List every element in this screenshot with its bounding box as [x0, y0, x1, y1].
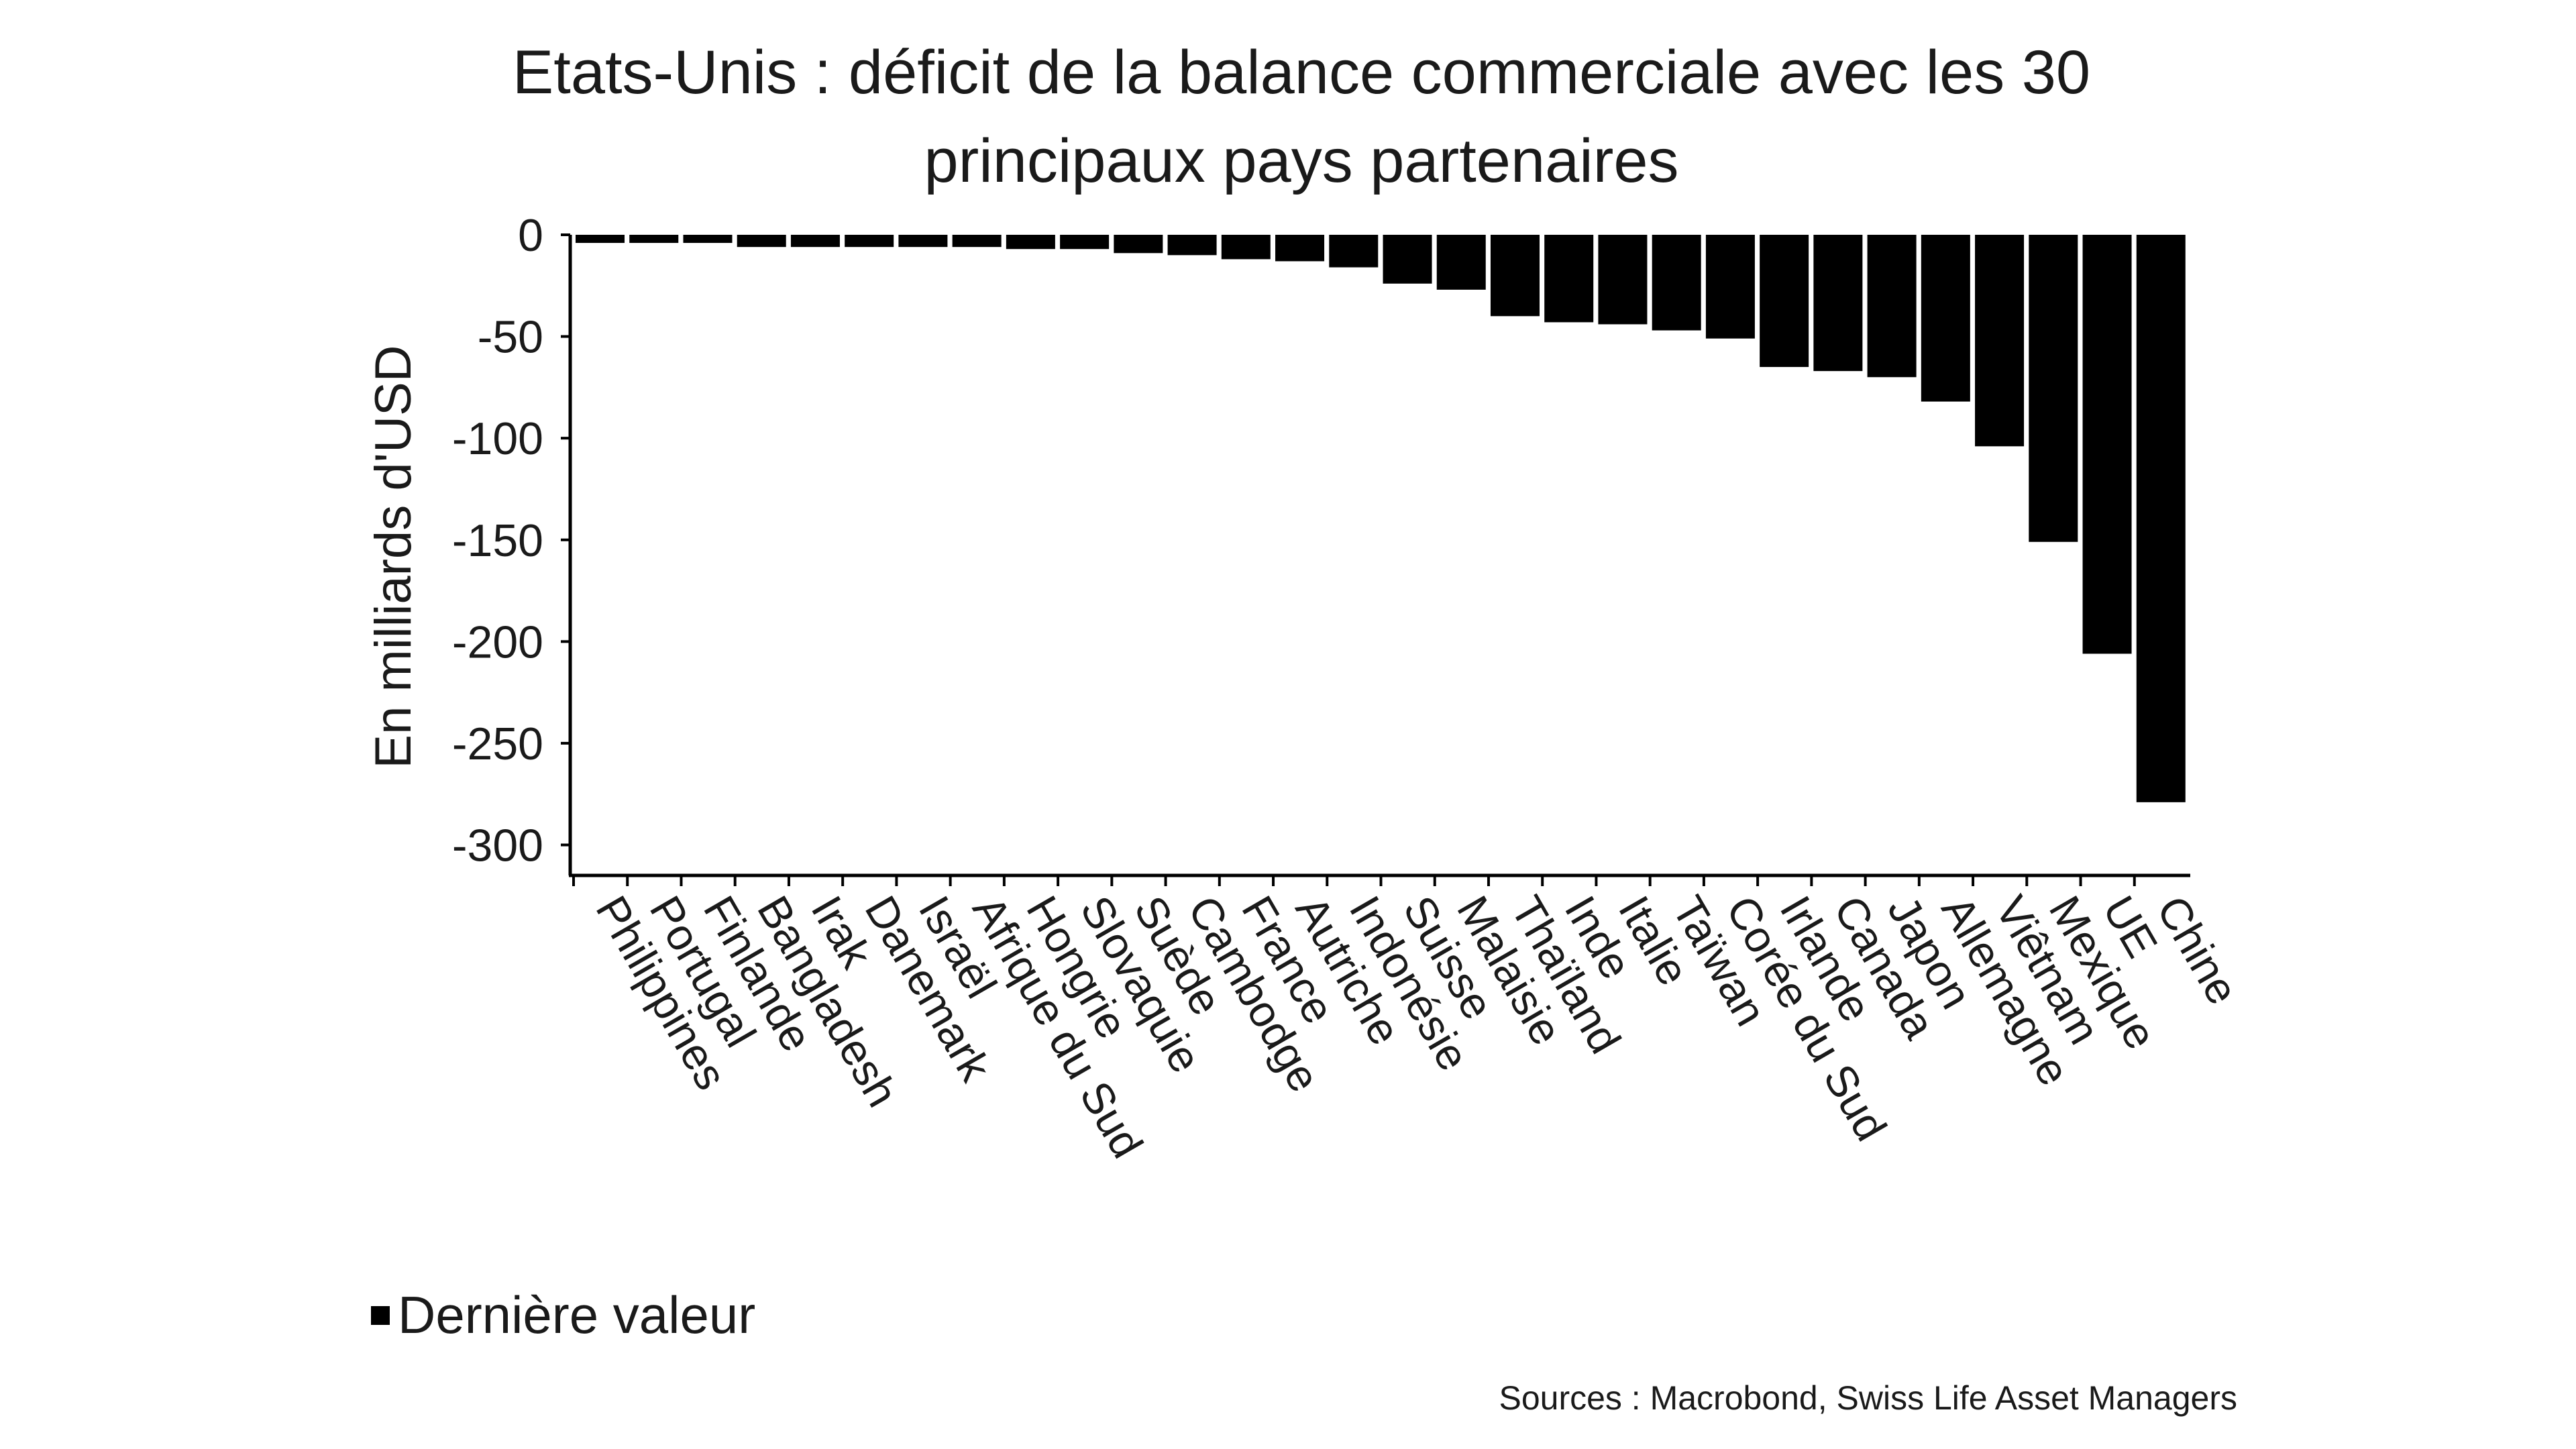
- legend: Dernière valeur: [371, 1285, 755, 1346]
- y-tick-label: 0: [518, 210, 543, 261]
- bars: [576, 235, 2186, 802]
- y-tick-label: -100: [452, 413, 543, 464]
- legend-swatch: [371, 1305, 390, 1325]
- x-tick-label: Chine: [2147, 888, 2248, 1012]
- bar-su-de: [1114, 235, 1163, 254]
- x-axis-ticks: [572, 875, 2136, 886]
- y-axis-label: En milliards d'USD: [365, 345, 422, 768]
- bar-danemark: [845, 235, 894, 248]
- bar-irlande: [1760, 235, 1809, 368]
- bar-canada: [1813, 235, 1863, 372]
- bar-finlande: [683, 235, 733, 244]
- chart-title-line-1: Etats-Unis : déficit de la balance comme…: [512, 38, 2091, 107]
- bar-mexique: [2029, 235, 2078, 542]
- chart-title-line-2: principaux pays partenaires: [924, 127, 1679, 195]
- y-tick-label: -200: [452, 616, 543, 667]
- bar-cor-e-du-sud: [1705, 235, 1755, 339]
- bar-ue: [2082, 235, 2132, 654]
- y-tick-label: -150: [452, 515, 543, 566]
- bar-chine: [2136, 235, 2186, 802]
- bar-portugal: [629, 235, 679, 244]
- chart-title: Etats-Unis : déficit de la balance comme…: [0, 28, 2576, 205]
- bar-malaisie: [1436, 235, 1486, 290]
- bar-tha-land: [1490, 235, 1540, 317]
- bar-allemagne: [1921, 235, 1970, 402]
- y-tick-label: -50: [478, 312, 543, 363]
- bar-cambodge: [1167, 235, 1217, 256]
- bar-isra-l: [898, 235, 948, 248]
- bar-hongrie: [1006, 235, 1055, 250]
- source-note: Sources : Macrobond, Swiss Life Asset Ma…: [1499, 1379, 2237, 1417]
- bar-japon: [1867, 235, 1917, 378]
- y-tick-label: -300: [452, 820, 543, 871]
- y-axis-ticks: 0 -50 -100 -150 -200 -250 -300: [452, 210, 570, 871]
- bar-bangladesh: [737, 235, 786, 248]
- bar-afrique-du-sud: [952, 235, 1002, 248]
- y-axis-label-group: En milliards d'USD: [365, 345, 422, 768]
- bar-ta-wan: [1652, 235, 1701, 331]
- bar-irak: [790, 235, 840, 248]
- bar-philippines: [576, 235, 625, 244]
- y-tick-label: -250: [452, 718, 543, 769]
- bar-vi-tnam: [1975, 235, 2025, 447]
- legend-label: Dernière valeur: [398, 1285, 756, 1344]
- bar-indon-sie: [1329, 235, 1379, 268]
- x-axis-labels: PhilippinesPortugalFinlandeBangladeshIra…: [586, 888, 2248, 1166]
- bar-france: [1221, 235, 1271, 260]
- bar-italie: [1598, 235, 1648, 325]
- bar-slovaquie: [1060, 235, 1110, 250]
- bar-autriche: [1275, 235, 1325, 262]
- bar-suisse: [1383, 235, 1432, 284]
- bar-inde: [1544, 235, 1594, 323]
